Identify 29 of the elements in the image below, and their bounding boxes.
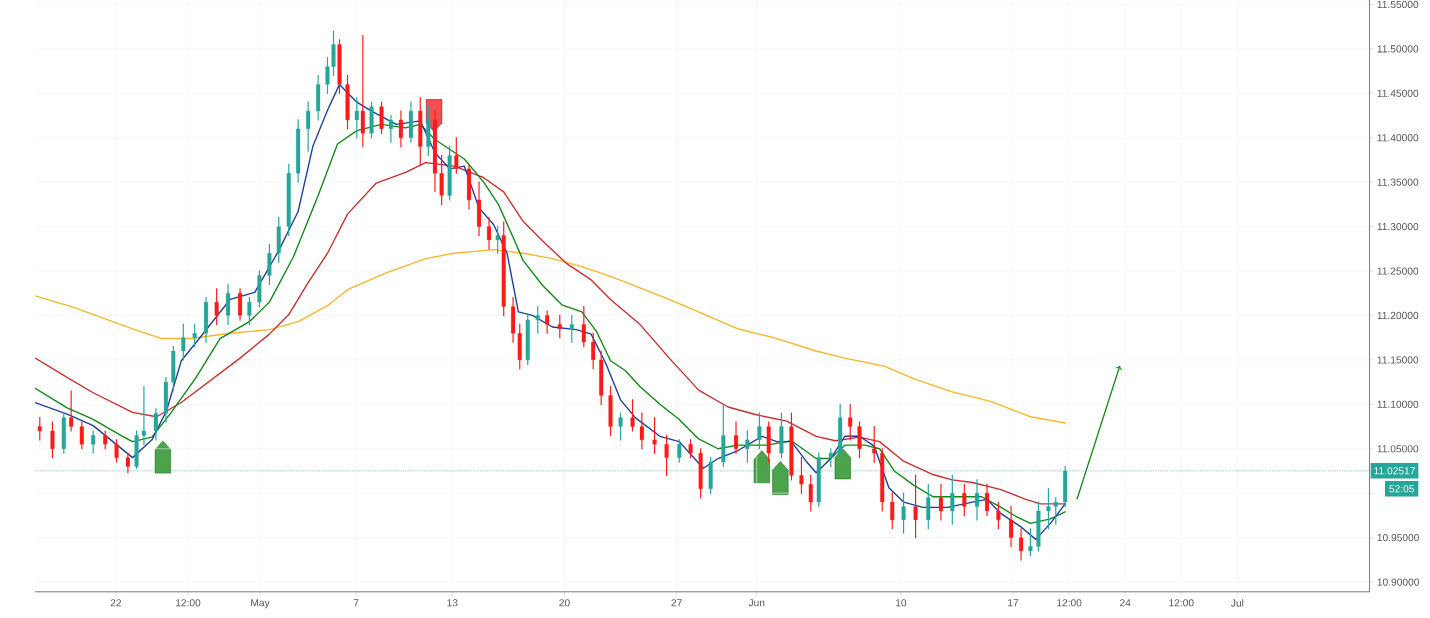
x-tick-label: 12:00 xyxy=(1169,598,1194,607)
x-tick-label: 7 xyxy=(353,598,359,606)
y-tick-label: 11.40000 xyxy=(1377,133,1419,142)
y-tick-label: 11.50000 xyxy=(1377,45,1419,53)
y-tick-label: 10.90000 xyxy=(1377,578,1420,586)
y-tick-label: 11.20000 xyxy=(1377,311,1419,319)
y-tick-label: 11.45000 xyxy=(1377,89,1419,97)
x-tick-label: 12:00 xyxy=(175,598,201,607)
y-tick-label: 11.30000 xyxy=(1377,222,1419,230)
x-tick-label: May xyxy=(251,598,270,609)
x-tick-label: 20 xyxy=(559,598,570,607)
text: 52:05 xyxy=(1389,484,1415,493)
x-tick-label: Jul xyxy=(1230,598,1244,607)
x-tick-label: 13 xyxy=(447,598,458,607)
x-tick-label: 17 xyxy=(1008,598,1019,606)
x-tick-label: 22 xyxy=(110,598,122,607)
y-tick-label: 11.10000 xyxy=(1377,400,1419,408)
y-tick-label: 11.05000 xyxy=(1377,444,1419,453)
y-tick-label: 11.35000 xyxy=(1377,178,1419,186)
x-tick-label: Jun xyxy=(748,598,765,607)
y-tick-label: 10.95000 xyxy=(1377,533,1420,541)
ref-line-label: 11.02517 xyxy=(1374,466,1415,475)
y-tick-label: 11.55000 xyxy=(1377,0,1419,8)
x-tick-label: 24 xyxy=(1120,598,1131,607)
x-tick-label: 27 xyxy=(671,598,682,607)
x-tick-label: 12:00 xyxy=(1057,598,1082,607)
y-tick-label: 11.15000 xyxy=(1377,356,1419,364)
y-tick-label: 11.25000 xyxy=(1377,267,1419,275)
x-tick-label: 10 xyxy=(896,598,907,607)
